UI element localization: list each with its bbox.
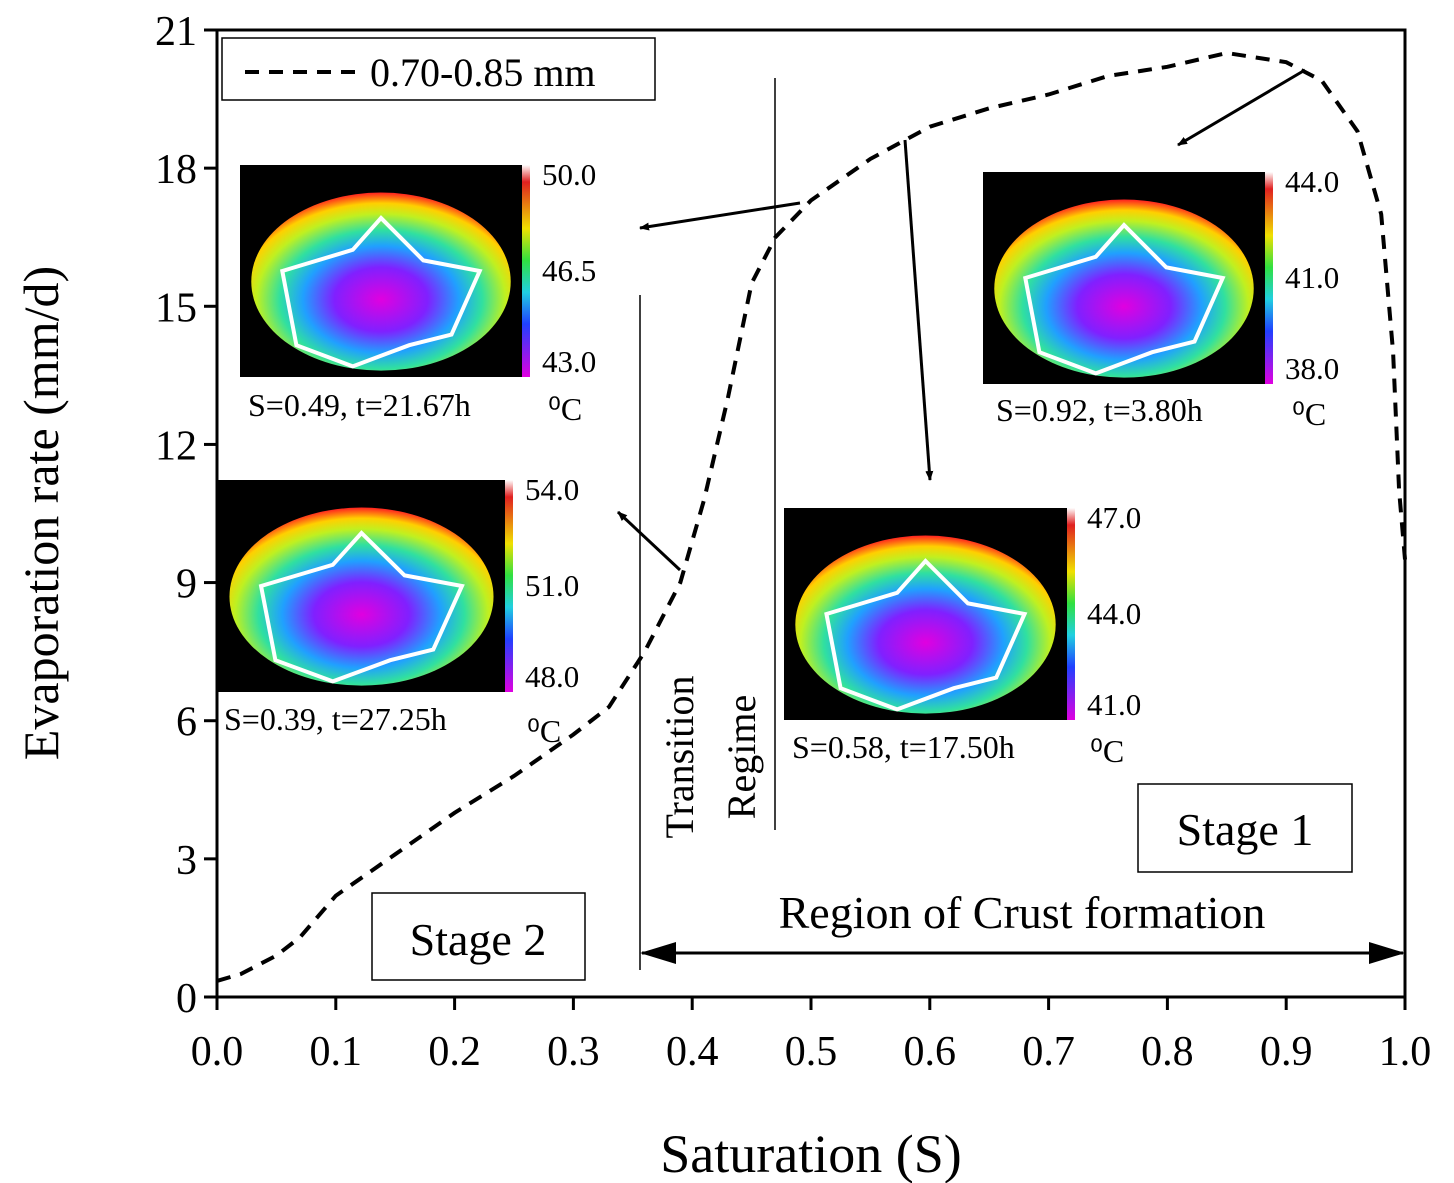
annotation-box xyxy=(1137,783,1353,873)
annotation: Stage 2 xyxy=(410,914,547,965)
colorbar-label: 41.0 xyxy=(1285,260,1339,295)
x-tick-label: 0.1 xyxy=(310,1029,363,1075)
inset-caption: S=0.49, t=21.67h xyxy=(248,387,471,423)
arrow xyxy=(1177,68,1306,147)
region-outline xyxy=(258,530,465,684)
region-outline xyxy=(1022,222,1226,376)
annotation-box xyxy=(371,892,586,981)
annotation: Region of Crust formation xyxy=(779,887,1266,938)
x-tick-label: 0.9 xyxy=(1260,1029,1313,1075)
annotation: Regime xyxy=(719,695,764,819)
y-tick-label: 18 xyxy=(155,147,197,193)
y-tick-label: 3 xyxy=(176,838,197,884)
colorbar-label: 38.0 xyxy=(1285,351,1339,386)
inset: 50.0 46.5 43.0 S=0.49, t=21.67h ⁰C xyxy=(240,157,596,427)
colorbar-label: 43.0 xyxy=(542,344,596,379)
arrow xyxy=(639,201,801,231)
annotation: Stage 1 xyxy=(1177,804,1314,855)
colorbar-label: 46.5 xyxy=(542,253,596,288)
thermal-image xyxy=(229,507,494,686)
colorbar-label: 54.0 xyxy=(525,472,579,507)
colorbar xyxy=(1265,172,1273,384)
inset-unit: ⁰C xyxy=(527,713,561,749)
region-outline xyxy=(824,558,1028,712)
inset-unit: ⁰C xyxy=(1292,396,1326,432)
x-tick-label: 0.3 xyxy=(547,1029,600,1075)
inset-unit: ⁰C xyxy=(548,391,582,427)
colorbar xyxy=(1067,508,1075,720)
colorbar-label: 47.0 xyxy=(1087,500,1141,535)
y-tick-label: 0 xyxy=(176,976,197,1022)
x-tick-label: 0.4 xyxy=(666,1029,719,1075)
x-tick-label: 0.8 xyxy=(1141,1029,1194,1075)
inset-unit: ⁰C xyxy=(1090,733,1124,769)
colorbar-label: 41.0 xyxy=(1087,687,1141,722)
colorbar xyxy=(505,480,513,692)
colorbar xyxy=(522,165,530,377)
x-tick-label: 0.5 xyxy=(785,1029,838,1075)
x-tick-label: 0.7 xyxy=(1022,1029,1075,1075)
region-outline xyxy=(279,215,483,369)
annotation: Transition xyxy=(657,675,702,838)
data-line xyxy=(216,50,1407,983)
y-tick-label: 12 xyxy=(155,423,197,469)
y-tick-label: 9 xyxy=(176,562,197,608)
legend-label: 0.70-0.85 mm xyxy=(370,50,596,95)
y-tick-label: 15 xyxy=(155,285,197,331)
colorbar-label: 44.0 xyxy=(1087,596,1141,631)
inset-caption: S=0.58, t=17.50h xyxy=(792,729,1015,765)
arrow xyxy=(616,510,682,572)
colorbar-label: 50.0 xyxy=(542,157,596,192)
thermal-image xyxy=(994,199,1254,378)
colorbar-label: 51.0 xyxy=(525,568,579,603)
inset-caption: S=0.39, t=27.25h xyxy=(224,701,447,737)
y-axis-label: Evaporation rate (mm/d) xyxy=(13,266,69,760)
x-tick-label: 0.2 xyxy=(428,1029,481,1075)
arrow xyxy=(903,139,934,481)
colorbar-label: 48.0 xyxy=(525,659,579,694)
x-axis-label: Saturation (S) xyxy=(660,1124,961,1183)
colorbar-label: 44.0 xyxy=(1285,164,1339,199)
legend-box xyxy=(221,37,656,101)
inset: 54.0 51.0 48.0 S=0.39, t=27.25h ⁰C xyxy=(218,472,579,749)
x-tick-label: 1.0 xyxy=(1379,1029,1432,1075)
inset: 47.0 44.0 41.0 S=0.58, t=17.50h ⁰C xyxy=(784,500,1141,769)
inset: 44.0 41.0 38.0 S=0.92, t=3.80h ⁰C xyxy=(983,164,1339,432)
thermal-image xyxy=(795,535,1056,714)
y-tick-label: 21 xyxy=(155,9,197,55)
y-tick-label: 6 xyxy=(176,700,197,746)
thermal-image xyxy=(251,192,511,371)
x-tick-label: 0.6 xyxy=(904,1029,957,1075)
inset-caption: S=0.92, t=3.80h xyxy=(996,392,1203,428)
x-tick-label: 0.0 xyxy=(191,1029,244,1075)
